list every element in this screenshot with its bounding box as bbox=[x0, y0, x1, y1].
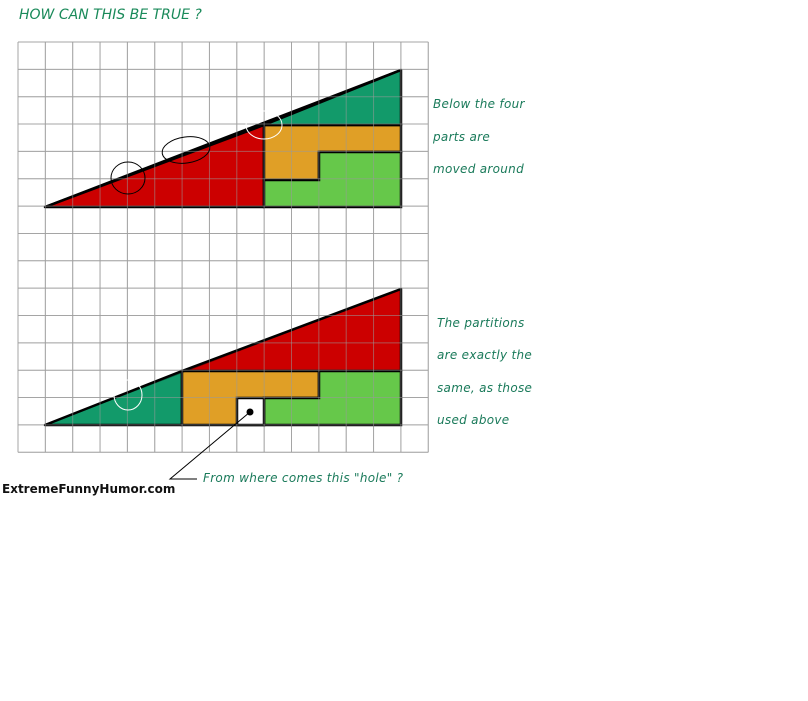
bottom-hypotenuse-hint bbox=[44, 288, 402, 426]
slope-circle-4 bbox=[113, 379, 143, 411]
bottom-triangle bbox=[43, 287, 403, 427]
brand-label: ExtremeFunnyHumor.com bbox=[2, 482, 176, 496]
slope-circle-3 bbox=[245, 110, 283, 140]
hole-caption: From where comes this "hole" ? bbox=[203, 471, 404, 485]
top-triangle bbox=[43, 68, 403, 209]
note-bottom-line-4: used above bbox=[437, 413, 510, 427]
grid-overlay bbox=[17, 41, 429, 453]
note-bottom-line-3: same, as those bbox=[437, 381, 533, 395]
top-hypotenuse bbox=[44, 68, 402, 209]
note-top-line-2: parts are bbox=[433, 130, 491, 144]
page-title: HOW CAN THIS BE TRUE ? bbox=[19, 7, 202, 23]
hole-pointer-line bbox=[168, 411, 251, 480]
note-top-line-1: Below the four bbox=[433, 97, 525, 111]
note-bottom-line-1: The partitions bbox=[437, 316, 525, 330]
slope-circle-1 bbox=[110, 161, 146, 195]
slope-circle-2 bbox=[161, 136, 211, 164]
note-top-line-3: moved around bbox=[433, 162, 525, 176]
note-bottom-line-2: are exactly the bbox=[437, 348, 533, 362]
